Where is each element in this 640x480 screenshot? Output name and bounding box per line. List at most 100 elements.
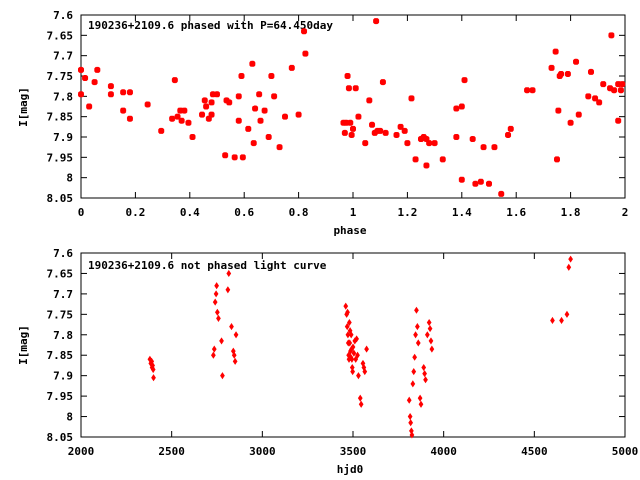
unphased-data-point — [362, 368, 368, 376]
unphased-data-point — [211, 345, 217, 353]
phased-x-axis-label: phase — [333, 224, 366, 237]
unphased-data-point — [414, 306, 419, 314]
phased-data-point — [615, 81, 622, 88]
unphased-data-point — [564, 310, 570, 318]
unphased-data-point — [568, 255, 573, 263]
phased-data-point — [575, 111, 582, 118]
unphased-y-tick-label: 7.9 — [53, 370, 73, 383]
unphased-data-point — [407, 413, 413, 421]
phased-data-point — [120, 89, 127, 96]
unphased-y-tick-label: 7.65 — [47, 267, 74, 280]
phased-data-point — [504, 131, 512, 139]
phased-plot-frame — [80, 14, 626, 199]
unphased-data-point — [412, 353, 418, 361]
phased-data-point — [94, 66, 101, 73]
unphased-data-point — [406, 396, 412, 404]
unphased-ticks: 2000 2500 3000 3500 4000 4500 5000 7.6 7.65 7.7 7.… — [47, 247, 639, 458]
phased-data-point — [181, 107, 188, 114]
unphased-data-point — [345, 308, 350, 316]
unphased-data-point — [409, 431, 415, 439]
phased-data-point — [529, 87, 536, 94]
phased-plot-title: 190236+2109.6 phased with P=64.450day — [88, 19, 333, 32]
phased-data-point — [596, 99, 603, 106]
phased-x-tick-label: 0.6 — [234, 206, 254, 219]
unphased-panel: 190236+2109.6 not phased light curve hjd… — [17, 247, 638, 476]
phased-data-point — [379, 79, 386, 86]
phased-data-point — [524, 87, 531, 94]
phased-data-point — [404, 140, 411, 147]
phased-data-point — [412, 156, 419, 163]
phased-x-tick-label: 0.2 — [125, 206, 145, 219]
phased-data-point — [271, 93, 278, 100]
phased-x-tick-label: 0 — [78, 206, 85, 219]
unphased-y-tick-label: 7.8 — [53, 329, 73, 342]
unphased-data-point — [225, 286, 231, 294]
unphased-data-point — [411, 368, 417, 376]
unphased-y-axis-label: I[mag] — [17, 325, 30, 365]
phased-data-point — [174, 113, 181, 120]
phased-data-point — [345, 85, 352, 92]
phased-data-point — [252, 105, 259, 112]
unphased-data-point — [233, 331, 239, 339]
unphased-data-point — [357, 394, 363, 402]
phased-data-point — [498, 190, 505, 198]
phased-data-point — [295, 111, 302, 118]
phased-data-point — [592, 95, 599, 102]
phased-data-point — [611, 87, 618, 94]
unphased-data-point — [231, 351, 237, 359]
unphased-data-point — [559, 316, 564, 325]
unphased-data-point — [424, 331, 430, 339]
phased-data-point — [344, 72, 351, 80]
unphased-data-point — [408, 419, 414, 427]
phased-y-tick-label: 7.6 — [53, 9, 73, 22]
phased-data-point — [91, 79, 98, 86]
phased-data-point — [169, 115, 176, 122]
unphased-data-point — [429, 345, 435, 353]
phased-data-point — [417, 135, 425, 143]
phased-y-tick-label: 7.85 — [47, 111, 74, 124]
unphased-data-point — [150, 365, 156, 374]
phased-data-point — [355, 113, 362, 120]
unphased-data-point — [351, 349, 357, 357]
phased-data-point — [477, 178, 484, 185]
phased-data-point — [77, 66, 85, 73]
phased-data-point — [393, 131, 400, 139]
phased-data-point — [617, 87, 624, 94]
phased-data-point — [552, 48, 559, 55]
phased-data-point — [249, 60, 256, 67]
phased-data-point — [371, 129, 378, 137]
phased-data-point — [491, 144, 498, 151]
phased-ticks: 0 0.2 0.4 0.6 0.8 1 1.2 1.4 1.6 1.8 2 7.6 7.65 7.7 7.7… — [47, 9, 629, 219]
phased-data-point — [348, 131, 355, 139]
phased-data-point — [144, 101, 151, 108]
phased-x-tick-label: 1 — [350, 206, 357, 219]
phased-points — [77, 18, 626, 198]
phased-data-point — [205, 115, 212, 122]
unphased-data-point — [358, 400, 364, 408]
phased-data-point — [458, 103, 465, 110]
phased-x-tick-label: 1.2 — [397, 206, 417, 219]
phased-data-point — [606, 85, 614, 92]
phased-data-point — [201, 97, 208, 104]
phased-data-point — [265, 133, 272, 141]
unphased-data-point — [421, 363, 427, 372]
phased-data-point — [362, 140, 369, 147]
unphased-data-point — [229, 323, 234, 331]
unphased-y-tick-label: 7.95 — [47, 390, 74, 403]
unphased-x-tick-label: 3000 — [249, 445, 276, 458]
phased-data-point — [276, 144, 283, 151]
unphased-x-axis-label: hjd0 — [337, 463, 364, 476]
phased-data-point — [572, 58, 580, 65]
phased-data-point — [178, 117, 185, 124]
phased-data-point — [420, 133, 427, 141]
phased-data-point — [472, 180, 479, 187]
phased-data-point — [126, 89, 134, 96]
unphased-data-point — [211, 351, 216, 359]
phased-data-point — [349, 125, 357, 132]
phased-data-point — [373, 18, 380, 25]
phased-x-tick-label: 1.8 — [561, 206, 581, 219]
phased-data-point — [548, 64, 555, 71]
unphased-data-point — [212, 298, 218, 306]
phased-data-point — [250, 140, 257, 147]
phased-data-point — [126, 115, 134, 122]
